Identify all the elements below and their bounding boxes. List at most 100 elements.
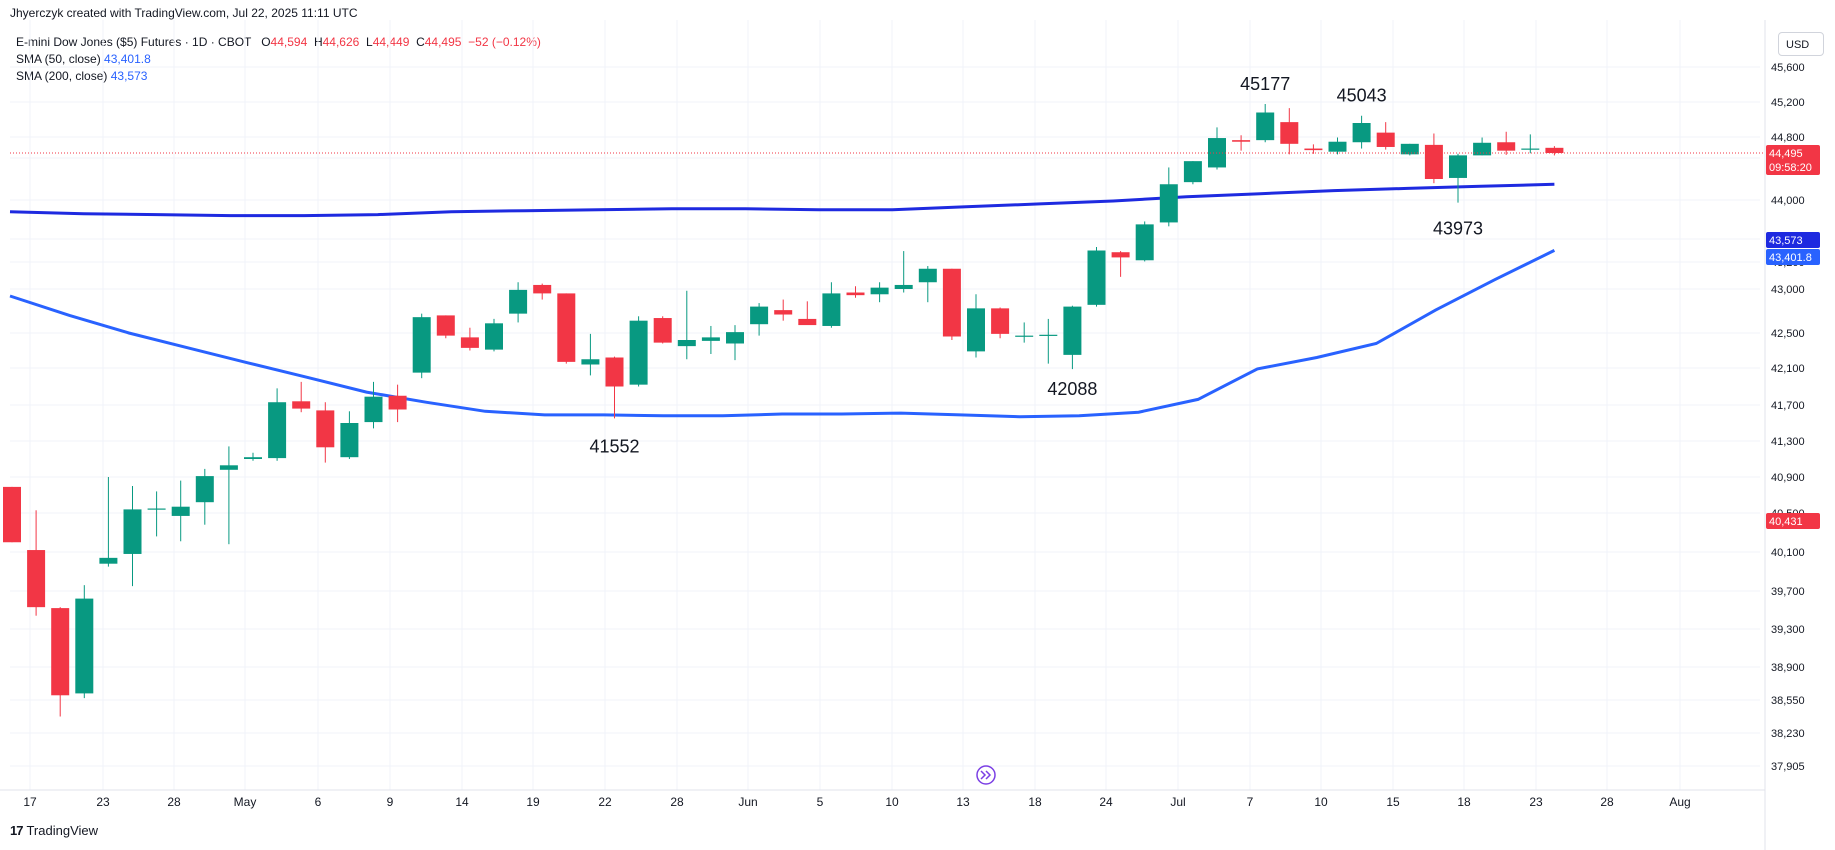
sma200-tag-bg bbox=[1766, 232, 1820, 248]
candle-body bbox=[581, 359, 600, 365]
candle bbox=[99, 477, 118, 567]
ohlc-high-value: 44,626 bbox=[322, 35, 360, 49]
candle bbox=[605, 356, 624, 419]
candle bbox=[774, 299, 793, 321]
candle-body bbox=[1232, 140, 1251, 142]
candle bbox=[340, 411, 359, 459]
annotations: 45177 45043 43973 41552 42088 bbox=[589, 74, 1483, 456]
time-tick-label: 18 bbox=[1457, 795, 1471, 809]
candle-body bbox=[219, 465, 238, 470]
candle-body bbox=[460, 337, 479, 348]
candle-body bbox=[1183, 161, 1202, 183]
candle-body bbox=[1039, 334, 1058, 336]
candle bbox=[1087, 247, 1106, 307]
time-tick-label: 22 bbox=[598, 795, 612, 809]
countdown-text: 09:58:20 bbox=[1769, 162, 1812, 174]
candle bbox=[846, 286, 865, 298]
sma50-tag-bg bbox=[1766, 249, 1820, 265]
candle bbox=[268, 388, 287, 461]
tradingview-logo[interactable]: 17 TradingView bbox=[10, 823, 98, 838]
candle bbox=[533, 283, 552, 300]
time-tick-label: 5 bbox=[817, 795, 824, 809]
candle-body bbox=[1328, 141, 1347, 152]
candle bbox=[726, 325, 744, 361]
candle bbox=[1232, 135, 1251, 151]
candle bbox=[1111, 251, 1130, 277]
currency-button[interactable]: USD bbox=[1778, 32, 1824, 56]
candle bbox=[509, 282, 528, 323]
time-tick-label: Aug bbox=[1669, 795, 1690, 809]
candle-body bbox=[436, 315, 455, 336]
sma200-line bbox=[9, 182, 1555, 218]
candle-body bbox=[1376, 132, 1395, 147]
price-tick-label: 37,905 bbox=[1771, 761, 1805, 773]
candle bbox=[1521, 134, 1540, 154]
candle bbox=[1400, 143, 1419, 156]
candle-body bbox=[701, 337, 720, 341]
candle-body bbox=[292, 401, 311, 409]
ohlc-open-value: 44,594 bbox=[270, 35, 308, 49]
ohlc-open-label: O bbox=[261, 35, 271, 49]
candle bbox=[75, 585, 94, 699]
candle bbox=[364, 381, 383, 429]
price-tick-label: 38,230 bbox=[1771, 728, 1805, 740]
candle bbox=[1328, 137, 1347, 155]
price-tick-label: 40,100 bbox=[1771, 547, 1805, 559]
candle-body bbox=[268, 402, 287, 459]
sma50-value: 43,401.8 bbox=[104, 52, 151, 66]
time-tick-label: 14 bbox=[455, 795, 469, 809]
candle-body bbox=[629, 320, 648, 385]
candle-body bbox=[1280, 122, 1299, 144]
legend-sma200-row[interactable]: SMA (200, close) 43,573 bbox=[16, 68, 541, 85]
price-annotation: 45043 bbox=[1337, 86, 1387, 106]
candle-body bbox=[75, 598, 94, 694]
candle-body bbox=[340, 423, 359, 458]
candle bbox=[942, 268, 961, 340]
time-tick-label: 10 bbox=[885, 795, 899, 809]
candle-body bbox=[1352, 123, 1371, 143]
legend-sma50-row[interactable]: SMA (50, close) 43,401.8 bbox=[16, 51, 541, 68]
candle bbox=[581, 333, 600, 376]
price-axis[interactable]: 45,60045,20044,80044,40044,00043,60043,2… bbox=[1764, 20, 1805, 850]
price-tick-label: 42,100 bbox=[1771, 363, 1805, 375]
attribution-text: Jhyerczyk created with TradingView.com, … bbox=[10, 6, 358, 20]
candle-body bbox=[1063, 306, 1082, 355]
candle-body bbox=[1015, 335, 1034, 337]
price-tick-label: 45,200 bbox=[1771, 97, 1805, 109]
price-tick-label: 38,550 bbox=[1771, 695, 1805, 707]
price-tick-label: 39,300 bbox=[1771, 624, 1805, 636]
candle bbox=[1015, 322, 1034, 343]
candle bbox=[436, 315, 455, 339]
sma200-tag: 43,573 bbox=[1766, 232, 1820, 248]
candle-body bbox=[991, 308, 1010, 334]
sma50-label: SMA (50, close) bbox=[16, 52, 101, 66]
chart-legend: E-mini Dow Jones ($5) Futures · 1D · CBO… bbox=[16, 34, 541, 85]
scroll-to-realtime-icon[interactable] bbox=[976, 765, 996, 785]
time-tick-label: 13 bbox=[956, 795, 970, 809]
time-axis[interactable]: 17 23 28 May 6 9 14 19 22 28 Jun 5 10 13 18 24 Jul 7 10 15 1… bbox=[0, 789, 1765, 809]
marker-price-tag: 40,431 bbox=[1766, 513, 1820, 529]
candle-body bbox=[412, 317, 431, 373]
candle-body bbox=[533, 284, 552, 294]
candle bbox=[653, 316, 672, 344]
price-tick-label: 43,000 bbox=[1771, 284, 1805, 296]
candle-body bbox=[195, 476, 214, 503]
price-tick-label: 42,500 bbox=[1771, 328, 1805, 340]
candle-body bbox=[798, 318, 817, 326]
candle-body bbox=[894, 284, 913, 289]
grid-lines bbox=[10, 20, 1760, 790]
ohlc-low-value: 44,449 bbox=[372, 35, 410, 49]
ohlc-close-label: C bbox=[416, 35, 425, 49]
time-tick-label: 24 bbox=[1099, 795, 1113, 809]
candle bbox=[1449, 153, 1467, 203]
tradingview-logo-icon: 17 bbox=[10, 823, 24, 838]
marker-price-tag-text: 40,431 bbox=[1769, 516, 1803, 528]
candle bbox=[412, 313, 431, 379]
marker-price-tag-bg bbox=[1766, 513, 1820, 529]
candle-body bbox=[774, 310, 793, 315]
candle-body bbox=[557, 293, 576, 362]
price-tick-label: 45,600 bbox=[1771, 62, 1805, 74]
price-labels: 44,495 09:58:20 43,573 43,401.8 40,431 bbox=[10, 145, 1820, 529]
symbol-label[interactable]: E-mini Dow Jones ($5) Futures · 1D · CBO… bbox=[16, 35, 252, 49]
